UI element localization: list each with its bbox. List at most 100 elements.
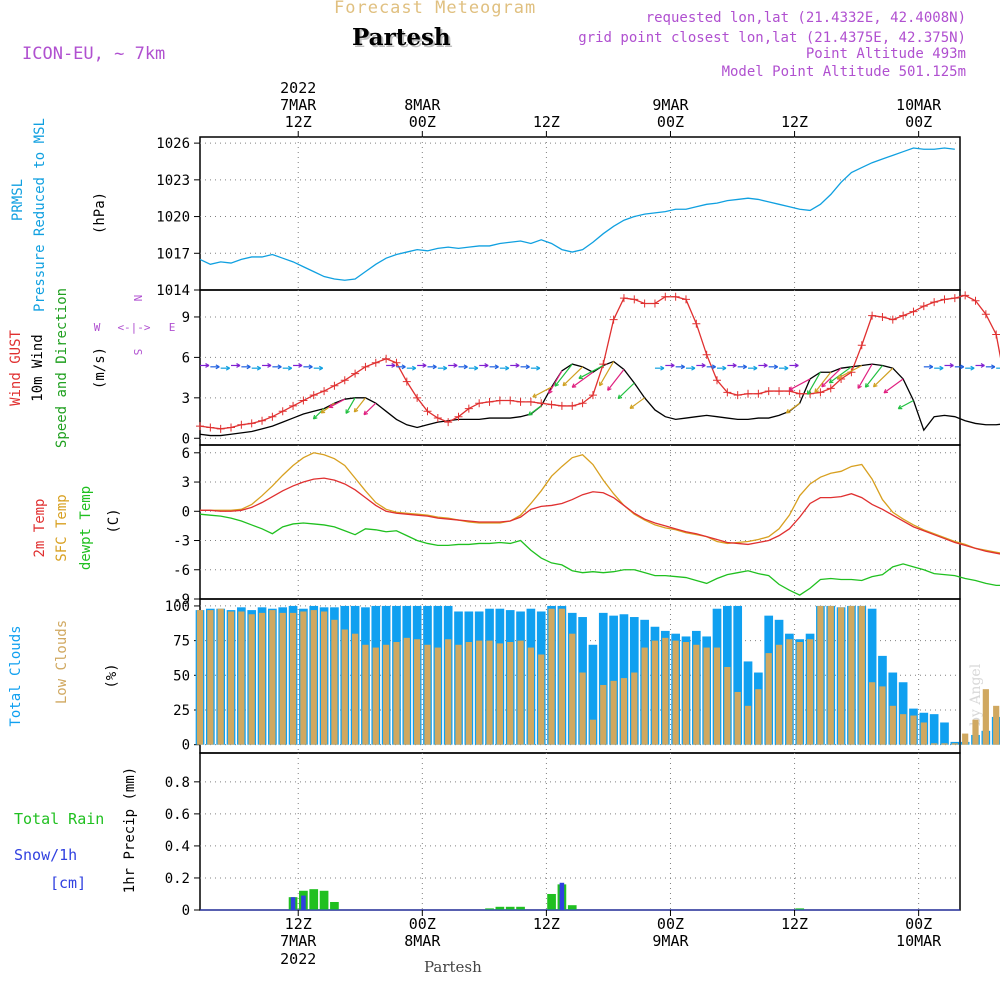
rain-bar — [795, 908, 805, 910]
rain-bar — [505, 906, 515, 910]
compass-arrows: <-|-> — [117, 321, 150, 334]
wind-arrow-head — [794, 363, 799, 368]
low-cloud-bar — [724, 666, 731, 745]
low-cloud-bar — [869, 682, 876, 745]
total-cloud-bar — [940, 722, 949, 745]
gust-marker — [371, 358, 380, 367]
wind-arrow-head — [443, 365, 448, 371]
wind-arrow-head — [353, 407, 359, 413]
wind-arrow-head — [298, 363, 303, 368]
gust-marker — [547, 400, 556, 409]
gust-marker — [981, 310, 990, 319]
gust-marker — [857, 341, 866, 350]
low-cloud-bar — [931, 743, 938, 745]
wind-direction-arrow — [864, 365, 883, 388]
gust-marker — [464, 404, 473, 413]
wind-direction-arrow — [571, 371, 594, 388]
low-cloud-bar — [548, 608, 555, 745]
gust-marker — [351, 369, 360, 378]
wind-direction-arrow — [532, 386, 552, 398]
wind-10m-title: 10m Wind — [30, 334, 46, 401]
low-cloud-bar — [517, 640, 524, 745]
gust-marker — [661, 292, 670, 301]
low-cloud-bar — [796, 642, 803, 745]
wind-arrow-head — [960, 364, 965, 370]
footer-location: Partesh — [424, 958, 482, 976]
top-time-label: 00Z — [409, 113, 436, 131]
wind-arrow-head — [670, 363, 675, 368]
ytick-label-precip-1: 0.2 — [165, 871, 190, 887]
gust-marker — [289, 401, 298, 410]
gust-marker — [382, 354, 391, 363]
wind-arrow-head — [484, 363, 489, 368]
wind-arrow-head — [453, 363, 458, 368]
top-time-label: 12Z — [781, 113, 808, 131]
wind-direction-arrow — [345, 397, 356, 414]
wind-arrow-head — [528, 411, 533, 416]
gust-marker — [537, 399, 546, 408]
cloud-unit: (%) — [104, 663, 120, 688]
low-cloud-bar — [900, 714, 907, 745]
low-cloud-bar — [837, 607, 845, 745]
bottom-time-label: 12Z — [285, 915, 312, 933]
low-cloud-bar — [331, 619, 338, 745]
ytick-label-cloud-4: 100 — [165, 599, 190, 615]
wind-arrow-head — [246, 364, 251, 370]
wind-arrow-head — [732, 363, 737, 368]
wind-arrow-head — [949, 363, 954, 368]
ytick-label-temp-5: 6 — [182, 446, 190, 462]
bottom-time-label: 12Z — [781, 915, 808, 933]
wind-arrow-head — [617, 394, 623, 400]
low-cloud-bar — [434, 647, 441, 745]
ytick-label-precip-4: 0.8 — [165, 775, 190, 791]
pressure-title-short: PRMSL — [10, 179, 26, 221]
gust-marker — [744, 389, 753, 398]
gust-marker — [878, 312, 887, 321]
wind-direction-arrow — [328, 398, 346, 408]
low-cloud-bar — [651, 640, 659, 745]
ytick-label-precip-0: 0 — [182, 903, 190, 919]
bottom-time-label: 00Z — [905, 915, 932, 933]
ytick-label-cloud-2: 50 — [173, 668, 190, 684]
gust-marker — [899, 311, 908, 320]
wind-direction-arrow — [788, 378, 811, 391]
low-cloud-bar — [258, 612, 266, 745]
gust-marker — [619, 294, 628, 303]
rain-bar — [485, 908, 494, 910]
pressure-line — [199, 147, 955, 281]
wind-direction-arrow — [837, 364, 863, 379]
low-cloud-bar — [269, 610, 276, 745]
gust-marker — [568, 401, 577, 410]
low-cloud-bar — [910, 715, 917, 745]
low-cloud-bar — [610, 680, 617, 745]
low-cloud-bar — [217, 608, 224, 745]
temp-2m-title: 2m Temp — [32, 498, 48, 557]
top-time-label: 12Z — [533, 113, 560, 131]
low-cloud-bar — [352, 633, 359, 745]
low-cloud-bar — [383, 644, 390, 745]
low-cloud-bar — [662, 637, 669, 745]
wind-arrow-head — [225, 365, 230, 371]
forecast-title: Forecast Meteogram — [334, 0, 537, 18]
gust-marker — [992, 330, 1000, 339]
gust-marker — [930, 298, 939, 307]
gust-marker — [506, 396, 515, 405]
wind-direction-arrow — [629, 397, 645, 409]
total-cloud-bar — [588, 644, 598, 745]
gust-marker — [578, 399, 587, 408]
wind-gust-title: Wind GUST — [8, 330, 24, 406]
gust-marker — [754, 389, 763, 398]
wind-direction-arrow — [353, 397, 366, 413]
low-cloud-bar — [744, 705, 752, 745]
gust-marker — [309, 391, 318, 400]
gust-marker — [785, 387, 794, 396]
wind-arrow-head — [607, 386, 612, 391]
wind-direction-arrow — [320, 402, 335, 414]
gust-marker — [475, 399, 484, 408]
wind-arrow-head — [784, 365, 789, 371]
panel-frame-temp — [199, 444, 961, 600]
total-cloud-bar — [867, 608, 877, 745]
wind-direction-arrow — [599, 361, 615, 386]
wind-arrow-head — [814, 388, 819, 393]
total-cloud-bar — [609, 615, 618, 745]
